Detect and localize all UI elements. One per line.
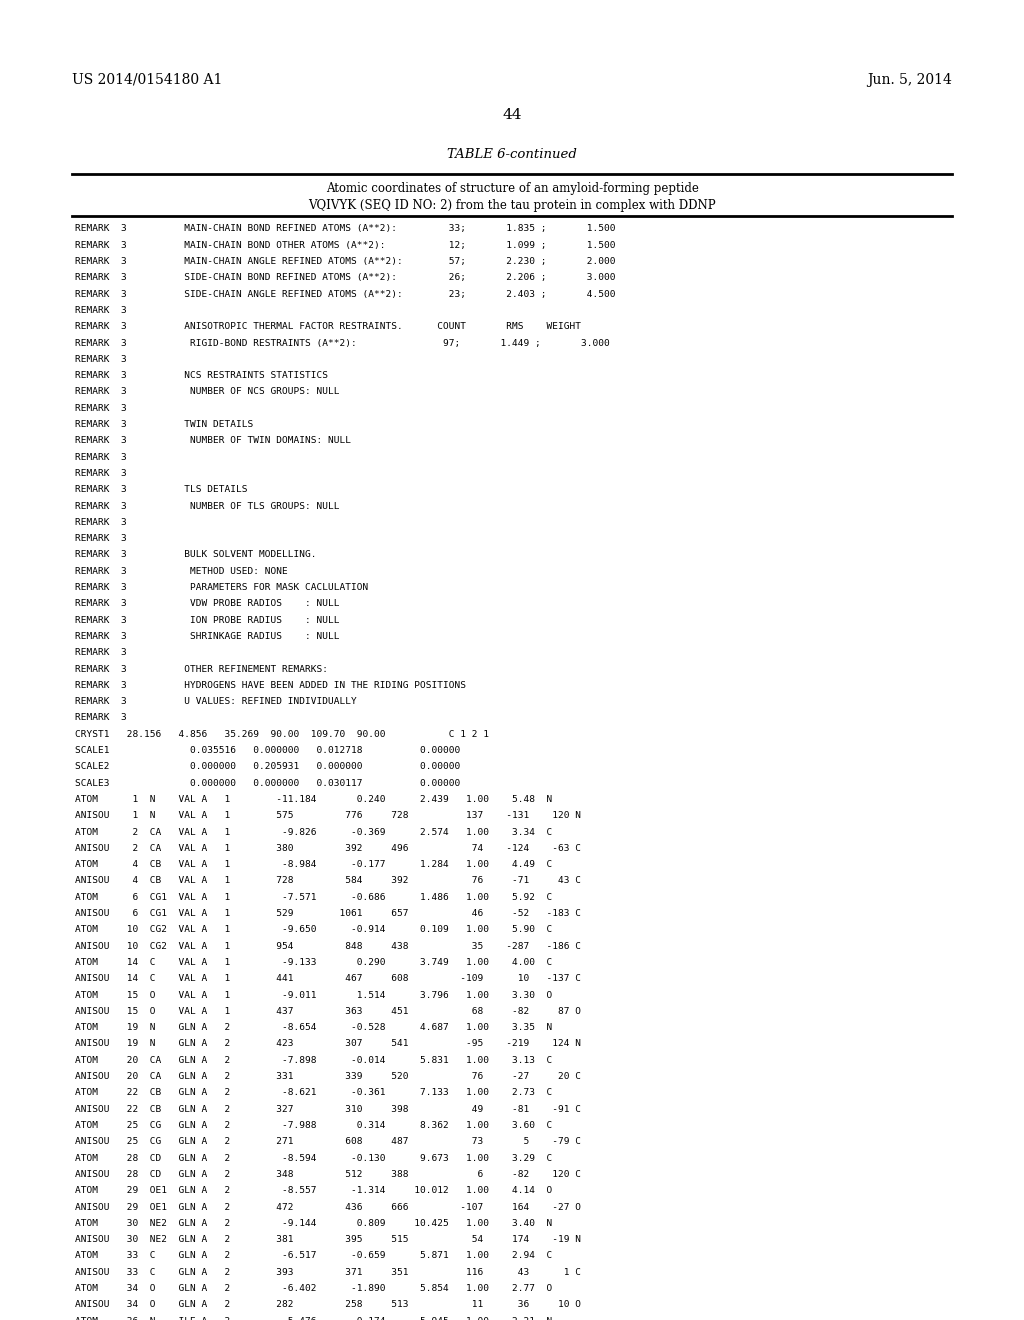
Text: REMARK  3          MAIN-CHAIN BOND OTHER ATOMS (A**2):           12;       1.099: REMARK 3 MAIN-CHAIN BOND OTHER ATOMS (A*… <box>75 240 615 249</box>
Text: REMARK  3          NCS RESTRAINTS STATISTICS: REMARK 3 NCS RESTRAINTS STATISTICS <box>75 371 328 380</box>
Text: REMARK  3          TWIN DETAILS: REMARK 3 TWIN DETAILS <box>75 420 253 429</box>
Text: REMARK  3: REMARK 3 <box>75 355 127 364</box>
Text: ATOM     20  CA   GLN A   2         -7.898      -0.014      5.831   1.00    3.13: ATOM 20 CA GLN A 2 -7.898 -0.014 5.831 1… <box>75 1056 552 1065</box>
Text: REMARK  3           PARAMETERS FOR MASK CACLULATION: REMARK 3 PARAMETERS FOR MASK CACLULATION <box>75 583 369 593</box>
Text: REMARK  3: REMARK 3 <box>75 306 127 315</box>
Text: ANISOU   33  C    GLN A   2        393         371     351          116      43 : ANISOU 33 C GLN A 2 393 371 351 116 43 <box>75 1267 581 1276</box>
Text: REMARK  3          TLS DETAILS: REMARK 3 TLS DETAILS <box>75 486 248 494</box>
Text: ATOM      1  N    VAL A   1        -11.184       0.240      2.439   1.00    5.48: ATOM 1 N VAL A 1 -11.184 0.240 2.439 1.0… <box>75 795 552 804</box>
Text: REMARK  3          HYDROGENS HAVE BEEN ADDED IN THE RIDING POSITIONS: REMARK 3 HYDROGENS HAVE BEEN ADDED IN TH… <box>75 681 466 690</box>
Text: ANISOU   20  CA   GLN A   2        331         339     520           76     -27 : ANISOU 20 CA GLN A 2 331 339 520 76 -27 <box>75 1072 581 1081</box>
Text: REMARK  3          SIDE-CHAIN ANGLE REFINED ATOMS (A**2):        23;       2.403: REMARK 3 SIDE-CHAIN ANGLE REFINED ATOMS … <box>75 289 615 298</box>
Text: ANISOU   14  C    VAL A   1        441         467     608         -109      10 : ANISOU 14 C VAL A 1 441 467 608 -109 10 <box>75 974 581 983</box>
Text: SCALE3              0.000000   0.000000   0.030117          0.00000: SCALE3 0.000000 0.000000 0.030117 0.0000… <box>75 779 460 788</box>
Text: US 2014/0154180 A1: US 2014/0154180 A1 <box>72 73 222 87</box>
Text: ATOM     10  CG2  VAL A   1         -9.650      -0.914      0.109   1.00    5.90: ATOM 10 CG2 VAL A 1 -9.650 -0.914 0.109 … <box>75 925 552 935</box>
Text: ATOM      6  CG1  VAL A   1         -7.571      -0.686      1.486   1.00    5.92: ATOM 6 CG1 VAL A 1 -7.571 -0.686 1.486 1… <box>75 892 552 902</box>
Text: ATOM      2  CA   VAL A   1         -9.826      -0.369      2.574   1.00    3.34: ATOM 2 CA VAL A 1 -9.826 -0.369 2.574 1.… <box>75 828 552 837</box>
Text: REMARK  3          MAIN-CHAIN BOND REFINED ATOMS (A**2):         33;       1.835: REMARK 3 MAIN-CHAIN BOND REFINED ATOMS (… <box>75 224 615 234</box>
Text: 44: 44 <box>502 108 522 123</box>
Text: ANISOU   15  O    VAL A   1        437         363     451           68     -82 : ANISOU 15 O VAL A 1 437 363 451 68 -82 <box>75 1007 581 1016</box>
Text: ATOM     29  OE1  GLN A   2         -8.557      -1.314     10.012   1.00    4.14: ATOM 29 OE1 GLN A 2 -8.557 -1.314 10.012… <box>75 1187 552 1195</box>
Text: ANISOU    1  N    VAL A   1        575         776     728          137    -131 : ANISOU 1 N VAL A 1 575 776 728 137 -131 <box>75 812 581 820</box>
Text: REMARK  3           METHOD USED: NONE: REMARK 3 METHOD USED: NONE <box>75 566 288 576</box>
Text: ATOM     28  CD   GLN A   2         -8.594      -0.130      9.673   1.00    3.29: ATOM 28 CD GLN A 2 -8.594 -0.130 9.673 1… <box>75 1154 552 1163</box>
Text: REMARK  3           NUMBER OF TLS GROUPS: NULL: REMARK 3 NUMBER OF TLS GROUPS: NULL <box>75 502 340 511</box>
Text: REMARK  3          SIDE-CHAIN BOND REFINED ATOMS (A**2):         26;       2.206: REMARK 3 SIDE-CHAIN BOND REFINED ATOMS (… <box>75 273 615 282</box>
Text: ANISOU   19  N    GLN A   2        423         307     541          -95    -219 : ANISOU 19 N GLN A 2 423 307 541 -95 -219 <box>75 1040 581 1048</box>
Text: SCALE1              0.035516   0.000000   0.012718          0.00000: SCALE1 0.035516 0.000000 0.012718 0.0000… <box>75 746 460 755</box>
Text: ANISOU   34  O    GLN A   2        282         258     513           11      36 : ANISOU 34 O GLN A 2 282 258 513 11 36 <box>75 1300 581 1309</box>
Text: REMARK  3: REMARK 3 <box>75 535 127 543</box>
Text: SCALE2              0.000000   0.205931   0.000000          0.00000: SCALE2 0.000000 0.205931 0.000000 0.0000… <box>75 763 460 771</box>
Text: REMARK  3: REMARK 3 <box>75 469 127 478</box>
Text: ATOM     30  NE2  GLN A   2         -9.144       0.809     10.425   1.00    3.40: ATOM 30 NE2 GLN A 2 -9.144 0.809 10.425 … <box>75 1218 552 1228</box>
Text: REMARK  3: REMARK 3 <box>75 517 127 527</box>
Text: ATOM     19  N    GLN A   2         -8.654      -0.528      4.687   1.00    3.35: ATOM 19 N GLN A 2 -8.654 -0.528 4.687 1.… <box>75 1023 552 1032</box>
Text: ANISOU   30  NE2  GLN A   2        381         395     515           54     174 : ANISOU 30 NE2 GLN A 2 381 395 515 54 174 <box>75 1236 581 1245</box>
Text: ATOM     15  O    VAL A   1         -9.011       1.514      3.796   1.00    3.30: ATOM 15 O VAL A 1 -9.011 1.514 3.796 1.0… <box>75 990 552 999</box>
Text: ANISOU   29  OE1  GLN A   2        472         436     666         -107     164 : ANISOU 29 OE1 GLN A 2 472 436 666 -107 1… <box>75 1203 581 1212</box>
Text: ATOM     33  C    GLN A   2         -6.517      -0.659      5.871   1.00    2.94: ATOM 33 C GLN A 2 -6.517 -0.659 5.871 1.… <box>75 1251 552 1261</box>
Text: REMARK  3           VDW PROBE RADIOS    : NULL: REMARK 3 VDW PROBE RADIOS : NULL <box>75 599 340 609</box>
Text: ANISOU   10  CG2  VAL A   1        954         848     438           35    -287 : ANISOU 10 CG2 VAL A 1 954 848 438 35 -28… <box>75 941 581 950</box>
Text: REMARK  3          OTHER REFINEMENT REMARKS:: REMARK 3 OTHER REFINEMENT REMARKS: <box>75 664 328 673</box>
Text: ATOM      4  CB   VAL A   1         -8.984      -0.177      1.284   1.00    4.49: ATOM 4 CB VAL A 1 -8.984 -0.177 1.284 1.… <box>75 861 552 869</box>
Text: REMARK  3           NUMBER OF NCS GROUPS: NULL: REMARK 3 NUMBER OF NCS GROUPS: NULL <box>75 388 340 396</box>
Text: REMARK  3: REMARK 3 <box>75 404 127 413</box>
Text: Atomic coordinates of structure of an amyloid-forming peptide: Atomic coordinates of structure of an am… <box>326 182 698 195</box>
Text: VQIVYK (SEQ ID NO: 2) from the tau protein in complex with DDNP: VQIVYK (SEQ ID NO: 2) from the tau prote… <box>308 199 716 213</box>
Text: REMARK  3          U VALUES: REFINED INDIVIDUALLY: REMARK 3 U VALUES: REFINED INDIVIDUALLY <box>75 697 356 706</box>
Text: REMARK  3           ION PROBE RADIUS    : NULL: REMARK 3 ION PROBE RADIUS : NULL <box>75 615 340 624</box>
Text: REMARK  3: REMARK 3 <box>75 713 127 722</box>
Text: REMARK  3           RIGID-BOND RESTRAINTS (A**2):               97;       1.449 : REMARK 3 RIGID-BOND RESTRAINTS (A**2): 9… <box>75 338 609 347</box>
Text: ATOM     34  O    GLN A   2         -6.402      -1.890      5.854   1.00    2.77: ATOM 34 O GLN A 2 -6.402 -1.890 5.854 1.… <box>75 1284 552 1294</box>
Text: REMARK  3           SHRINKAGE RADIUS    : NULL: REMARK 3 SHRINKAGE RADIUS : NULL <box>75 632 340 642</box>
Text: ATOM     36  N    ILE A   3         -5.476       0.174      5.945   1.00    2.21: ATOM 36 N ILE A 3 -5.476 0.174 5.945 1.0… <box>75 1316 552 1320</box>
Text: REMARK  3          BULK SOLVENT MODELLING.: REMARK 3 BULK SOLVENT MODELLING. <box>75 550 316 560</box>
Text: ATOM     14  C    VAL A   1         -9.133       0.290      3.749   1.00    4.00: ATOM 14 C VAL A 1 -9.133 0.290 3.749 1.0… <box>75 958 552 968</box>
Text: REMARK  3: REMARK 3 <box>75 648 127 657</box>
Text: REMARK  3           NUMBER OF TWIN DOMAINS: NULL: REMARK 3 NUMBER OF TWIN DOMAINS: NULL <box>75 437 351 445</box>
Text: ANISOU    4  CB   VAL A   1        728         584     392           76     -71 : ANISOU 4 CB VAL A 1 728 584 392 76 -71 <box>75 876 581 886</box>
Text: TABLE 6-continued: TABLE 6-continued <box>447 148 577 161</box>
Text: ANISOU    6  CG1  VAL A   1        529        1061     657           46     -52 : ANISOU 6 CG1 VAL A 1 529 1061 657 46 -52 <box>75 909 581 919</box>
Text: REMARK  3: REMARK 3 <box>75 453 127 462</box>
Text: ATOM     22  CB   GLN A   2         -8.621      -0.361      7.133   1.00    2.73: ATOM 22 CB GLN A 2 -8.621 -0.361 7.133 1… <box>75 1089 552 1097</box>
Text: ANISOU   25  CG   GLN A   2        271         608     487           73       5 : ANISOU 25 CG GLN A 2 271 608 487 73 5 <box>75 1138 581 1146</box>
Text: ANISOU   28  CD   GLN A   2        348         512     388            6     -82 : ANISOU 28 CD GLN A 2 348 512 388 6 -82 <box>75 1170 581 1179</box>
Text: ATOM     25  CG   GLN A   2         -7.988       0.314      8.362   1.00    3.60: ATOM 25 CG GLN A 2 -7.988 0.314 8.362 1.… <box>75 1121 552 1130</box>
Text: CRYST1   28.156   4.856   35.269  90.00  109.70  90.00           C 1 2 1: CRYST1 28.156 4.856 35.269 90.00 109.70 … <box>75 730 489 739</box>
Text: REMARK  3          ANISOTROPIC THERMAL FACTOR RESTRAINTS.      COUNT       RMS  : REMARK 3 ANISOTROPIC THERMAL FACTOR REST… <box>75 322 581 331</box>
Text: ANISOU    2  CA   VAL A   1        380         392     496           74    -124 : ANISOU 2 CA VAL A 1 380 392 496 74 -124 <box>75 843 581 853</box>
Text: REMARK  3          MAIN-CHAIN ANGLE REFINED ATOMS (A**2):        57;       2.230: REMARK 3 MAIN-CHAIN ANGLE REFINED ATOMS … <box>75 257 615 267</box>
Text: ANISOU   22  CB   GLN A   2        327         310     398           49     -81 : ANISOU 22 CB GLN A 2 327 310 398 49 -81 <box>75 1105 581 1114</box>
Text: Jun. 5, 2014: Jun. 5, 2014 <box>867 73 952 87</box>
